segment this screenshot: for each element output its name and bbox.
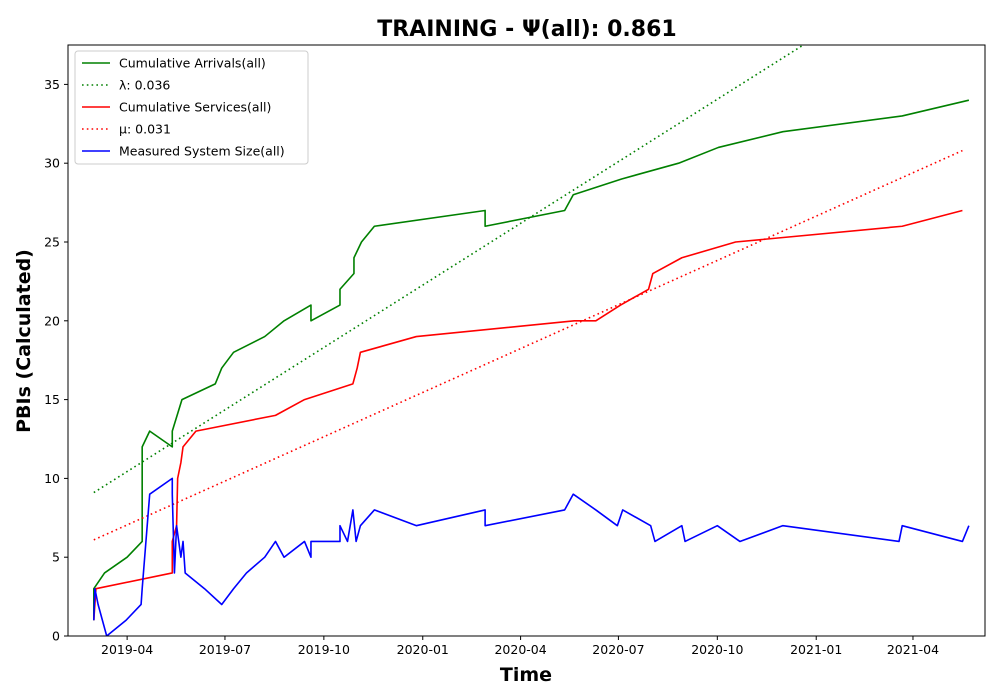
legend-label-0: Cumulative Arrivals(all) xyxy=(119,56,266,71)
series-line-4 xyxy=(93,477,970,636)
legend-label-2: Cumulative Services(all) xyxy=(119,100,271,115)
series-line-0 xyxy=(93,99,970,621)
series-layer xyxy=(93,45,970,636)
x-axis: 2019-04 2019-07 2019-10 2020-01 2020-04 2020-… xyxy=(101,636,939,657)
y-tick-label-0: 0 xyxy=(52,629,60,644)
y-tick-label-2: 10 xyxy=(44,471,60,486)
x-tick-label-2: 2019-10 xyxy=(298,642,350,657)
x-tick-label-3: 2020-01 xyxy=(397,642,449,657)
legend-label-4: Measured System Size(all) xyxy=(119,144,285,159)
x-tick-label-4: 2020-04 xyxy=(494,642,546,657)
x-axis-label: Time xyxy=(500,664,552,686)
y-tick-label-6: 30 xyxy=(44,156,60,171)
y-tick-label-4: 20 xyxy=(44,313,60,328)
x-tick-label-5: 2020-07 xyxy=(592,642,644,657)
series-line-1 xyxy=(93,45,804,494)
x-tick-label-6: 2020-10 xyxy=(691,642,743,657)
y-tick-label-5: 25 xyxy=(44,235,60,250)
x-tick-label-8: 2021-04 xyxy=(887,642,939,657)
series-line-3 xyxy=(93,149,963,541)
y-tick-label-7: 35 xyxy=(44,77,60,92)
y-axis-label: PBIs (Calculated) xyxy=(13,249,35,433)
x-tick-label-7: 2021-01 xyxy=(790,642,842,657)
y-tick-label-1: 5 xyxy=(52,550,60,565)
x-tick-label-1: 2019-07 xyxy=(199,642,251,657)
legend: Cumulative Arrivals(all) λ: 0.036 Cumulati… xyxy=(74,50,309,165)
x-tick-label-0: 2019-04 xyxy=(101,642,153,657)
legend-label-1: λ: 0.036 xyxy=(119,78,170,93)
chart-title: TRAINING - Ψ(all): 0.861 xyxy=(377,17,676,42)
legend-label-3: μ: 0.031 xyxy=(119,122,171,137)
y-axis: 0 5 10 15 20 25 30 35 xyxy=(44,77,68,644)
legend-box xyxy=(74,50,309,165)
y-tick-label-3: 15 xyxy=(44,392,60,407)
plot-frame xyxy=(67,44,986,637)
